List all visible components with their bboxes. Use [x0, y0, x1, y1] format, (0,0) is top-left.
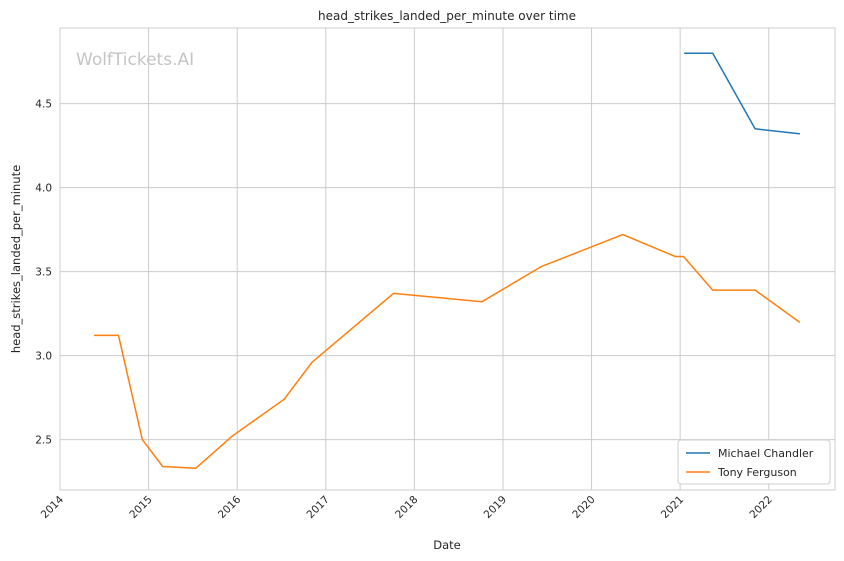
legend: Michael Chandler Tony Ferguson: [677, 439, 831, 485]
x-tick-label: 2020: [570, 494, 597, 521]
series-line-tony-ferguson: [93, 233, 801, 469]
x-tick-label: 2018: [393, 494, 420, 521]
legend-label-michael-chandler: Michael Chandler: [718, 447, 814, 460]
y-tick-label: 4.0: [35, 183, 52, 195]
x-tick-label: 2021: [659, 494, 686, 521]
y-tick-label: 3.0: [35, 351, 52, 363]
x-tick-label: 2014: [39, 493, 67, 521]
x-axis-label: Date: [433, 538, 461, 552]
chart-title: head_strikes_landed_per_minute over time: [318, 9, 576, 23]
x-axis-ticks: 2014 2015 2016 2017 2018 2019 2020 2021 2022: [39, 493, 775, 521]
x-tick-label: 2019: [482, 494, 509, 521]
legend-box: [677, 439, 831, 485]
series-line-michael-chandler: [684, 52, 801, 135]
y-tick-label: 4.5: [35, 99, 52, 111]
grid: [59, 28, 835, 490]
x-tick-label: 2017: [305, 494, 332, 521]
x-tick-label: 2022: [747, 494, 774, 521]
plot-frame: [59, 27, 836, 491]
watermark-text: WolfTickets.AI: [76, 50, 194, 70]
x-tick-label: 2016: [216, 493, 244, 521]
y-tick-label: 2.5: [35, 435, 52, 447]
legend-label-tony-ferguson: Tony Ferguson: [717, 466, 797, 479]
y-axis-ticks: 2.5 3.0 3.5 4.0 4.5: [35, 99, 52, 447]
series-lines: [93, 52, 801, 469]
x-tick-label: 2015: [127, 494, 154, 521]
y-axis-label: head_strikes_landed_per_minute: [9, 165, 23, 353]
y-tick-label: 3.5: [35, 267, 52, 279]
